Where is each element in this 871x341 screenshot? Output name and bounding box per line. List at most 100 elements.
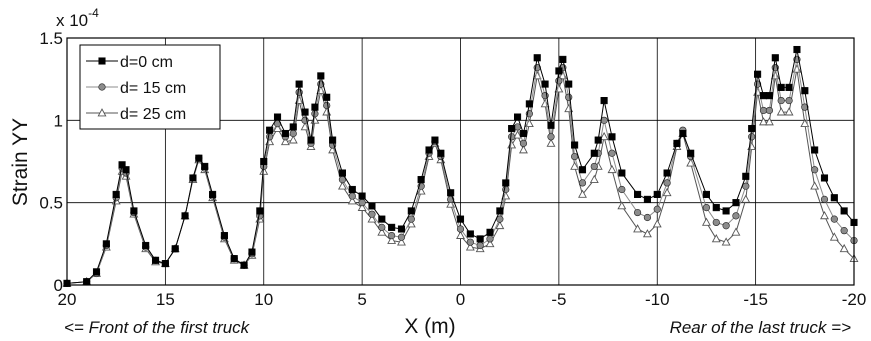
data-point <box>829 232 839 241</box>
data-point <box>347 196 357 205</box>
data-point <box>541 80 549 88</box>
data-point <box>130 207 138 215</box>
data-point <box>311 110 319 118</box>
y-multiplier-base: x 10 <box>56 11 88 30</box>
data-point <box>811 146 819 154</box>
data-point <box>368 210 376 218</box>
data-point <box>617 201 627 210</box>
series-square <box>63 45 858 287</box>
data-point <box>679 129 687 138</box>
data-point <box>118 161 126 169</box>
data-point <box>801 103 809 111</box>
data-point <box>323 93 331 101</box>
data-point <box>653 190 661 198</box>
data-point <box>570 161 580 170</box>
data-point <box>712 204 720 212</box>
series-layer <box>62 45 859 287</box>
data-point <box>406 219 416 228</box>
data-point <box>525 100 533 108</box>
data-point <box>594 136 602 144</box>
x-tick-label: -5 <box>551 290 566 309</box>
data-point <box>547 133 555 141</box>
y-tick-label: 1 <box>54 111 63 130</box>
data-point <box>476 235 484 243</box>
data-point <box>565 93 573 101</box>
data-point <box>358 192 366 200</box>
data-point <box>466 230 474 238</box>
data-point <box>702 190 710 198</box>
data-point <box>722 207 730 215</box>
data-point <box>317 72 325 80</box>
x-tick-label: -15 <box>743 290 768 309</box>
data-point <box>748 133 756 141</box>
plot-frame <box>66 37 855 286</box>
data-point <box>397 233 406 241</box>
data-point <box>507 140 517 149</box>
data-point <box>547 121 555 129</box>
data-point <box>830 215 838 223</box>
data-point <box>759 117 768 126</box>
data-point <box>338 169 346 177</box>
data-point <box>519 145 528 154</box>
data-point <box>348 185 356 194</box>
data-point <box>820 174 829 182</box>
data-point <box>830 194 838 202</box>
data-point <box>764 117 774 126</box>
data-point <box>722 222 730 230</box>
legend: d=0 cm d= 15 cm d= 25 cm <box>79 44 221 130</box>
data-point <box>732 212 740 220</box>
legend-marker <box>97 108 107 117</box>
data-point <box>431 136 439 144</box>
data-point <box>466 238 474 246</box>
data-point <box>514 113 522 121</box>
data-point <box>485 238 495 248</box>
data-point <box>397 225 406 233</box>
data-point <box>771 54 779 62</box>
data-point <box>840 227 848 235</box>
data-point <box>240 261 248 269</box>
data-point <box>220 232 228 240</box>
data-point <box>456 215 465 223</box>
data-point <box>555 77 563 85</box>
data-point <box>377 227 387 236</box>
legend-item: d=0 cm <box>86 54 173 71</box>
data-point <box>840 207 848 215</box>
data-point <box>289 129 297 138</box>
x-axis-label: X (m) <box>404 315 455 338</box>
data-point <box>195 154 203 162</box>
data-point <box>662 187 672 197</box>
data-point <box>307 136 315 144</box>
data-point <box>652 219 662 228</box>
y-tick-label: 0 <box>54 276 63 295</box>
data-point <box>476 241 484 250</box>
legend-label: d=0 cm <box>120 54 173 71</box>
x-tick-label: -20 <box>842 290 867 309</box>
data-point <box>721 237 731 246</box>
data-point <box>102 240 110 248</box>
data-point <box>260 157 268 166</box>
data-point <box>820 210 829 220</box>
data-point <box>112 190 120 198</box>
data-point <box>711 234 721 243</box>
data-point <box>741 194 751 203</box>
data-point <box>748 125 756 133</box>
data-point <box>571 152 579 161</box>
data-point <box>765 106 773 115</box>
data-point <box>785 96 793 105</box>
tick-layer: 20 15 10 5 0 -5 -10 -15 -20 0 0.5 1 1.5 <box>39 29 866 309</box>
rear-of-truck-note: Rear of the last truck => <box>670 318 851 337</box>
data-point <box>607 164 617 174</box>
data-point <box>266 126 274 134</box>
data-point <box>785 83 793 91</box>
data-point <box>754 70 762 78</box>
front-of-truck-note: <= Front of the first truck <box>64 318 251 337</box>
data-point <box>486 228 494 236</box>
data-point <box>702 204 711 212</box>
data-point <box>311 103 319 111</box>
data-point <box>643 195 651 203</box>
data-point <box>712 218 720 227</box>
data-point <box>554 84 564 93</box>
data-point <box>425 146 433 154</box>
legend-label: d= 15 cm <box>120 80 186 97</box>
legend-marker <box>98 57 106 65</box>
